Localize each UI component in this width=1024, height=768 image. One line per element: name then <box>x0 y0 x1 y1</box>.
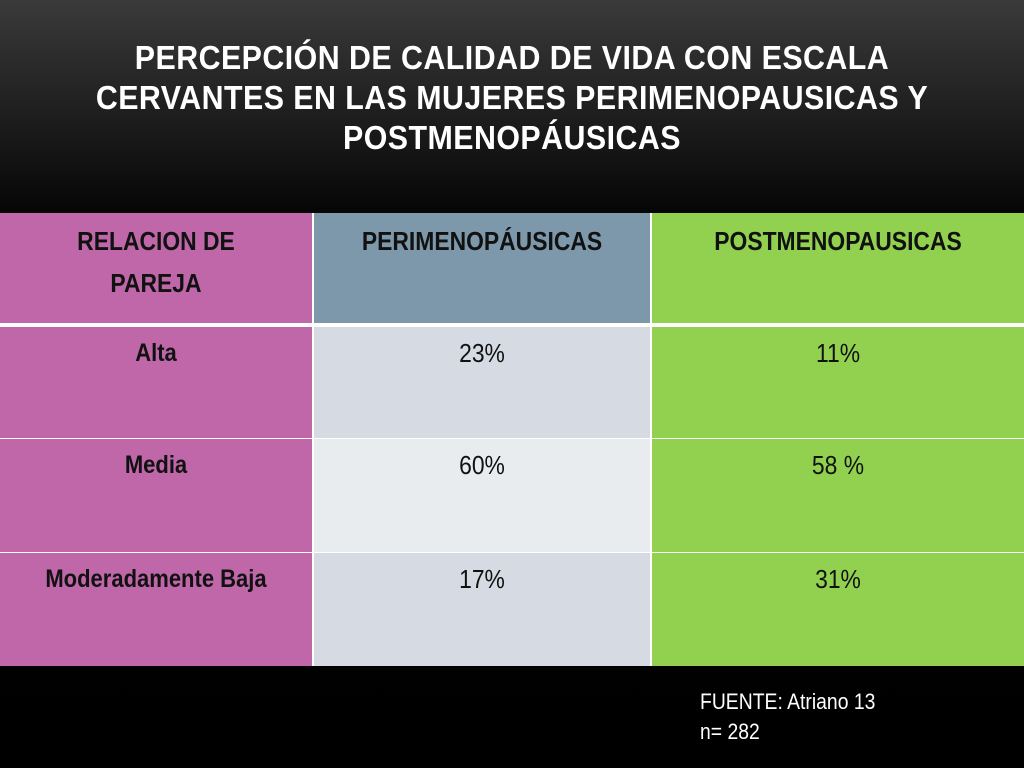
header-cell-relacion: RELACION DE PAREJA <box>0 213 314 327</box>
post-value: 58 % <box>811 449 865 480</box>
header-label: POSTMENOPAUSICAS <box>714 226 962 256</box>
header-cell-perimenopausicas: PERIMENOPÁUSICAS <box>313 213 652 327</box>
header-cell-postmenopausicas: POSTMENOPAUSICAS <box>651 213 1024 327</box>
header-label: RELACION DE PAREJA <box>77 226 235 298</box>
row-label-cell: Media <box>0 437 314 553</box>
post-value: 11% <box>815 337 861 368</box>
peri-value-cell: 23% <box>313 324 652 439</box>
post-value-cell: 31% <box>651 551 1024 666</box>
slide-title: PERCEPCIÓN DE CALIDAD DE VIDA CON ESCALA… <box>95 39 929 156</box>
table-row: Media 60% 58 % <box>0 437 1024 553</box>
table-header-row: RELACION DE PAREJA PERIMENOPÁUSICAS POST… <box>0 213 1024 327</box>
header-label: PERIMENOPÁUSICAS <box>361 226 603 256</box>
peri-value-cell: 60% <box>313 437 652 553</box>
sample-size: n= 282 <box>700 719 760 744</box>
peri-value: 60% <box>459 449 505 480</box>
row-label: Media <box>124 450 188 479</box>
peri-value-cell: 17% <box>313 551 652 666</box>
row-label-cell: Moderadamente Baja <box>0 551 314 666</box>
peri-value: 17% <box>459 563 505 594</box>
row-label-cell: Alta <box>0 324 314 439</box>
peri-value: 23% <box>459 337 505 368</box>
row-label: Moderadamente Baja <box>45 564 267 593</box>
table-row: Moderadamente Baja 17% 31% <box>0 551 1024 666</box>
post-value: 31% <box>815 563 861 594</box>
row-label: Alta <box>135 338 177 367</box>
data-table: RELACION DE PAREJA PERIMENOPÁUSICAS POST… <box>0 213 1024 666</box>
post-value-cell: 58 % <box>651 437 1024 553</box>
source-line: FUENTE: Atriano 13 <box>700 689 876 714</box>
source-note: FUENTE: Atriano 13 n= 282 <box>700 687 875 747</box>
post-value-cell: 11% <box>651 324 1024 439</box>
table-row: Alta 23% 11% <box>0 324 1024 439</box>
